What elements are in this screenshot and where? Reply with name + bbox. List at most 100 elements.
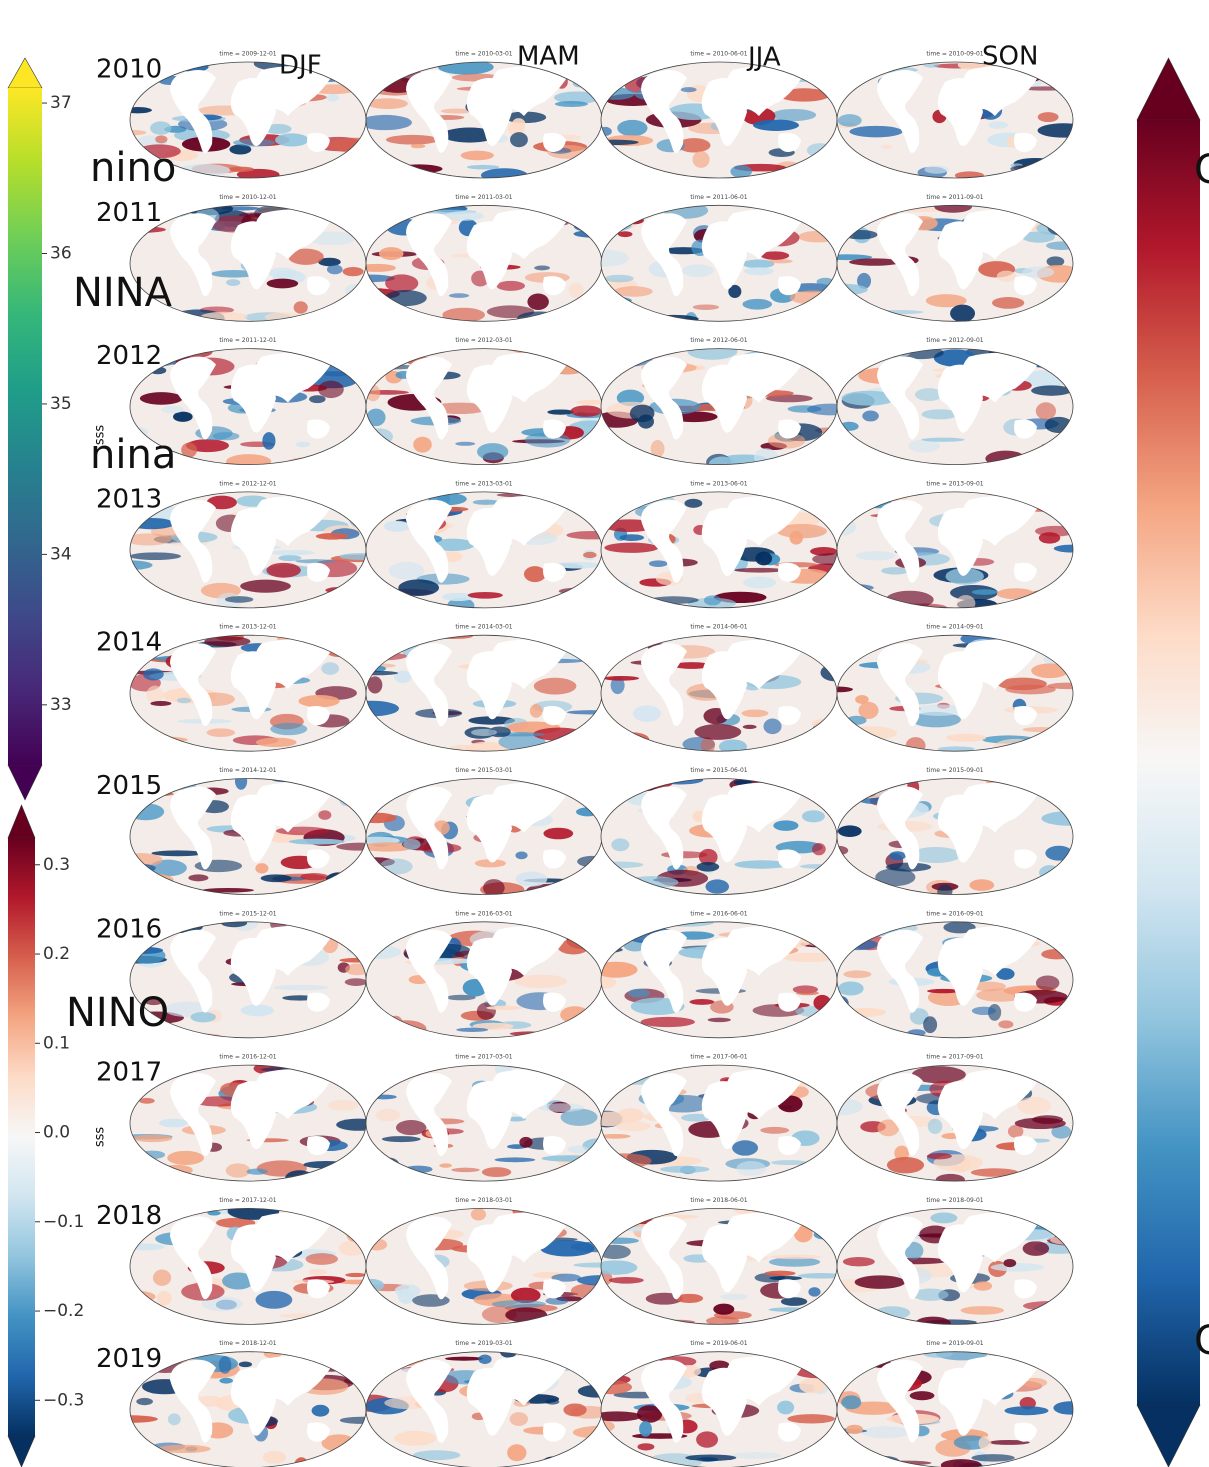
- panel-title: time = 2012-12-01: [219, 480, 276, 487]
- anomaly-patch: [794, 1225, 813, 1243]
- anomaly-patch: [771, 1160, 807, 1166]
- anomaly-patch: [519, 1136, 533, 1148]
- anomaly-patch: [973, 1281, 993, 1291]
- continent: [877, 929, 923, 1013]
- map-panel: [366, 205, 602, 322]
- anomaly-patch: [466, 164, 500, 170]
- anomaly-patch: [225, 279, 241, 286]
- continent: [701, 794, 747, 863]
- anomaly-patch: [507, 1444, 527, 1462]
- anomaly-patch: [844, 930, 871, 941]
- panel-title: time = 2019-03-01: [455, 1340, 512, 1347]
- anomaly-patch: [1016, 459, 1031, 465]
- anomaly-patch: [797, 1273, 837, 1279]
- anomaly-patch: [288, 248, 324, 265]
- anomaly-patch: [576, 399, 602, 405]
- anomaly-patch: [1029, 1351, 1052, 1360]
- anomaly-patch: [601, 580, 630, 589]
- anomaly-patch: [1034, 307, 1073, 315]
- anomaly-patch: [139, 1097, 155, 1104]
- continent: [307, 1135, 330, 1156]
- continent: [778, 132, 801, 152]
- anomaly-patch: [728, 284, 742, 298]
- map-panel: [837, 778, 1073, 895]
- anomaly-patch: [601, 157, 634, 173]
- anomaly-patch: [1021, 1377, 1048, 1388]
- anomaly-patch: [753, 119, 800, 131]
- anomaly-patch: [601, 1411, 642, 1422]
- anomaly-patch: [601, 166, 613, 178]
- anomaly-patch: [327, 1100, 359, 1111]
- anomaly-patch: [446, 994, 476, 1001]
- anomaly-patch: [837, 583, 874, 592]
- anomaly-patch: [554, 91, 601, 104]
- anomaly-patch: [813, 1229, 837, 1240]
- anomaly-patch: [388, 561, 425, 580]
- anomaly-patch: [816, 277, 834, 286]
- anomaly-patch: [573, 220, 602, 232]
- anomaly-patch: [262, 1450, 287, 1464]
- colorbar-tick-label: 0.2: [43, 944, 70, 964]
- anomaly-patch: [529, 704, 543, 718]
- continent: [254, 925, 332, 976]
- panel-title: time = 2014-06-01: [690, 624, 747, 631]
- anomaly-patch: [303, 1315, 359, 1325]
- anomaly-patch: [562, 1022, 602, 1032]
- colorbar-tick-label: −0.2: [43, 1301, 84, 1321]
- anomaly-patch: [1050, 1235, 1073, 1245]
- map-outline: [836, 1351, 1074, 1467]
- anomaly-patch: [483, 879, 505, 895]
- anomaly-patch: [776, 523, 827, 539]
- anomaly-patch: [843, 1007, 887, 1017]
- anomaly-patch: [837, 1082, 852, 1096]
- panel-title: time = 2012-03-01: [455, 337, 512, 344]
- continent: [170, 1359, 216, 1443]
- anomaly-patch: [206, 495, 237, 510]
- anomaly-patch: [611, 792, 628, 800]
- panel-title: time = 2018-12-01: [219, 1340, 276, 1347]
- anomaly-patch: [628, 988, 650, 998]
- anomaly-patch: [1047, 220, 1073, 236]
- anomaly-patch: [533, 677, 577, 695]
- map-outline: [836, 1064, 1074, 1182]
- continent: [254, 496, 332, 546]
- anomaly-patch: [130, 803, 165, 821]
- continent: [254, 66, 332, 116]
- anomaly-patch: [680, 87, 697, 93]
- continent: [490, 352, 568, 403]
- anomaly-patch: [940, 1459, 982, 1467]
- anomaly-patch: [566, 530, 602, 540]
- anomaly-patch: [130, 1290, 156, 1303]
- anomaly-patch: [889, 851, 906, 861]
- anomaly-patch: [694, 724, 742, 740]
- continent: [937, 78, 983, 146]
- anomaly-patch: [295, 559, 336, 564]
- panel-title: time = 2017-12-01: [219, 1197, 276, 1204]
- anomaly-patch: [404, 1165, 433, 1173]
- anomaly-patch: [177, 697, 192, 704]
- anomaly-patch: [1035, 351, 1064, 361]
- anomaly-patch: [885, 862, 932, 872]
- continent: [490, 782, 568, 833]
- continent: [307, 1279, 330, 1299]
- anomaly-patch: [741, 709, 769, 718]
- anomaly-patch: [601, 879, 615, 887]
- continent: [778, 419, 801, 439]
- anomaly-patch: [894, 1145, 910, 1161]
- continent: [543, 992, 566, 1012]
- panel-title: time = 2014-09-01: [926, 624, 983, 631]
- continent: [701, 364, 747, 433]
- anomaly-patch: [734, 860, 789, 869]
- anomaly-patch: [273, 984, 330, 991]
- map-outline: [836, 348, 1074, 466]
- anomaly-patch: [755, 551, 773, 566]
- anomaly-patch: [765, 394, 813, 403]
- anomaly-patch: [839, 421, 859, 431]
- anomaly-patch: [572, 361, 602, 369]
- anomaly-patch: [971, 1454, 1015, 1462]
- continent: [877, 213, 923, 297]
- continent: [230, 1081, 276, 1150]
- anomaly-patch: [991, 297, 1025, 309]
- anomaly-patch: [480, 168, 528, 178]
- anomaly-patch: [855, 695, 869, 704]
